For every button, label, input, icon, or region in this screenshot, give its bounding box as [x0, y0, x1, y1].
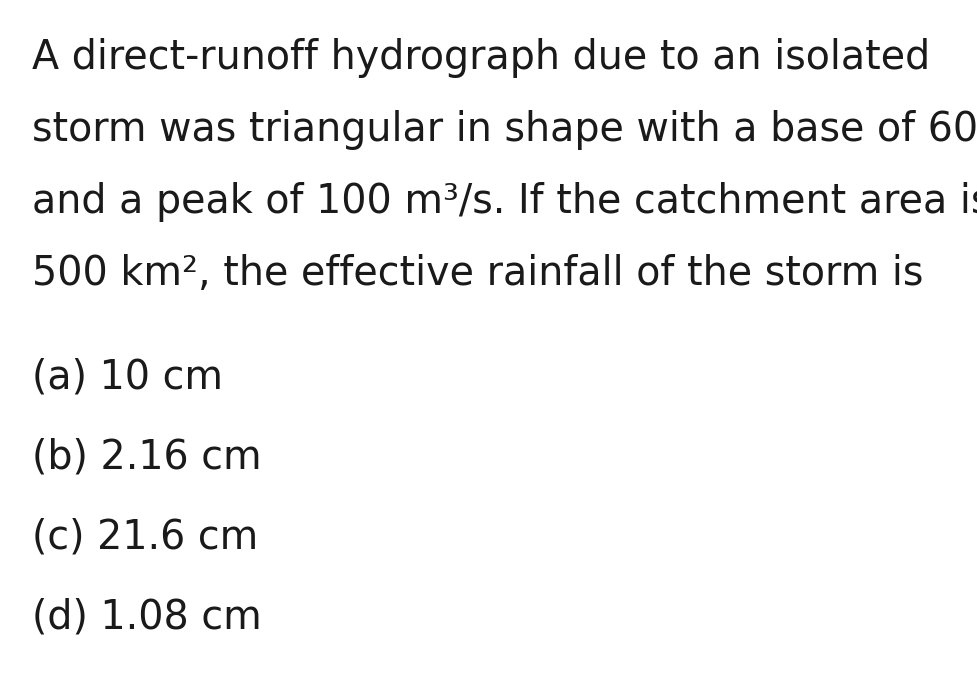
- Text: (a) 10 cm: (a) 10 cm: [32, 358, 223, 398]
- Text: and a peak of 100 m³/s. If the catchment area is: and a peak of 100 m³/s. If the catchment…: [32, 182, 977, 222]
- Text: (b) 2.16 cm: (b) 2.16 cm: [32, 438, 262, 478]
- Text: A direct-runoff hydrograph due to an isolated: A direct-runoff hydrograph due to an iso…: [32, 38, 929, 78]
- Text: 500 km², the effective rainfall of the storm is: 500 km², the effective rainfall of the s…: [32, 254, 922, 294]
- Text: (d) 1.08 cm: (d) 1.08 cm: [32, 598, 262, 638]
- Text: storm was triangular in shape with a base of 60h: storm was triangular in shape with a bas…: [32, 110, 977, 150]
- Text: (c) 21.6 cm: (c) 21.6 cm: [32, 518, 258, 558]
